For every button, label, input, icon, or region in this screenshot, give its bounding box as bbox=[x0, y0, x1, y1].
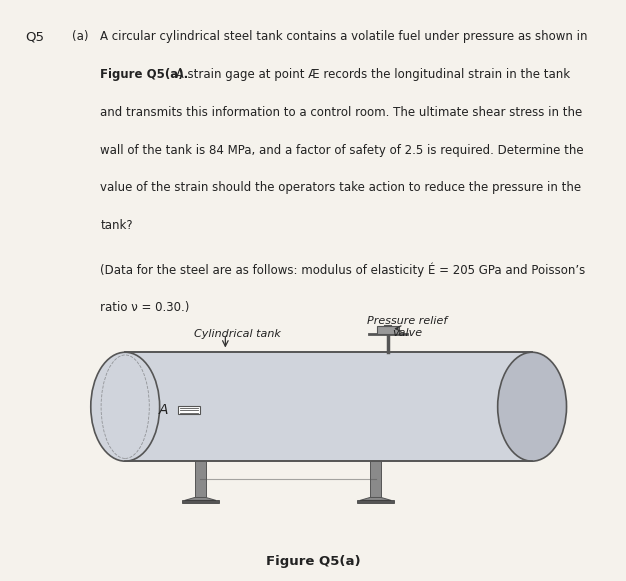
Text: Figure Q5(a): Figure Q5(a) bbox=[265, 555, 361, 568]
Text: and transmits this information to a control room. The ultimate shear stress in t: and transmits this information to a cont… bbox=[100, 106, 582, 119]
Polygon shape bbox=[185, 497, 216, 500]
Bar bbox=[195, 461, 206, 497]
Text: tank?: tank? bbox=[100, 219, 133, 232]
Text: Pressure relief
valve: Pressure relief valve bbox=[367, 316, 447, 338]
Ellipse shape bbox=[498, 352, 567, 461]
Bar bbox=[357, 500, 394, 503]
Polygon shape bbox=[360, 497, 391, 500]
Bar bbox=[182, 500, 219, 503]
Text: Cylindrical tank: Cylindrical tank bbox=[194, 329, 281, 339]
Text: ratio ν = 0.30.): ratio ν = 0.30.) bbox=[100, 300, 190, 314]
Text: A strain gage at point Æ records the longitudinal strain in the tank: A strain gage at point Æ records the lon… bbox=[172, 68, 570, 81]
Bar bbox=[377, 326, 399, 334]
Bar bbox=[178, 406, 200, 414]
Text: Figure Q5(a).: Figure Q5(a). bbox=[100, 68, 188, 81]
Bar bbox=[125, 352, 532, 461]
Text: A: A bbox=[158, 403, 168, 417]
Text: (a): (a) bbox=[72, 30, 88, 43]
Text: Q5: Q5 bbox=[25, 30, 44, 43]
Bar bbox=[370, 461, 381, 497]
Ellipse shape bbox=[91, 352, 160, 461]
Text: value of the strain should the operators take action to reduce the pressure in t: value of the strain should the operators… bbox=[100, 181, 582, 194]
Text: A circular cylindrical steel tank contains a volatile fuel under pressure as sho: A circular cylindrical steel tank contai… bbox=[100, 30, 588, 43]
Text: wall of the tank is 84 MPa, and a factor of safety of 2.5 is required. Determine: wall of the tank is 84 MPa, and a factor… bbox=[100, 144, 584, 156]
Text: (Data for the steel are as follows: modulus of elasticity É = 205 GPa and Poisso: (Data for the steel are as follows: modu… bbox=[100, 263, 585, 277]
